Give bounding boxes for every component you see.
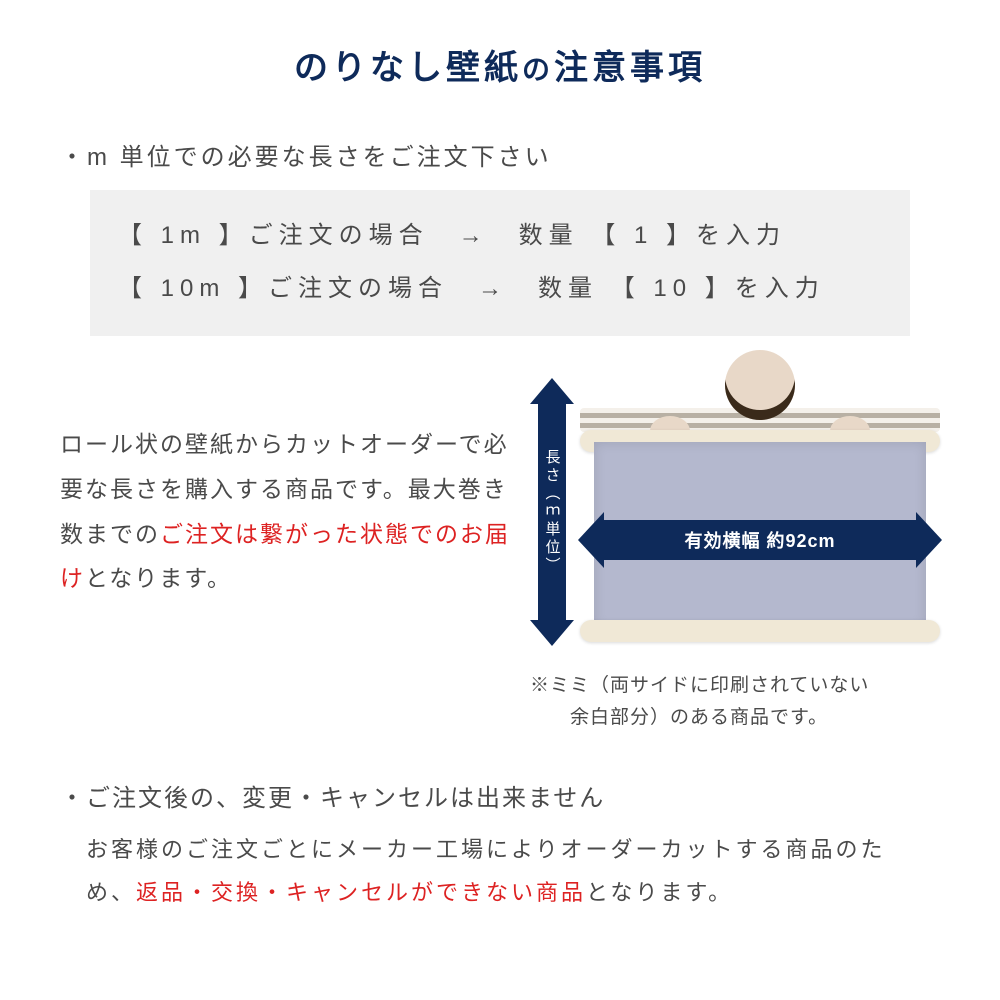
title-particle: の bbox=[522, 54, 554, 85]
example-row-10m: 【 10m 】ご注文の場合 → 数量 【 10 】を入力 bbox=[118, 263, 882, 316]
bullet-no-cancel: ・ご注文後の、変更・キャンセルは出来ません bbox=[60, 778, 940, 813]
mimi-note: ※ミミ（両サイドに印刷されていない 余白部分）のある商品です。 bbox=[530, 670, 940, 735]
title-tail: 注意事項 bbox=[554, 49, 706, 87]
mimi-note-line1: ※ミミ（両サイドに印刷されていない bbox=[530, 675, 869, 696]
description-row: ロール状の壁紙からカットオーダーで必要な長さを購入する商品です。最大巻き数までの… bbox=[60, 372, 940, 652]
wallpaper-diagram: 長さ︵ｍ単位︶ 有効横幅 約92cm bbox=[530, 372, 940, 652]
title-main: のりなし壁紙 bbox=[294, 49, 522, 87]
policy-text-2: となります。 bbox=[586, 880, 733, 905]
roll-description: ロール状の壁紙からカットオーダーで必要な長さを購入する商品です。最大巻き数までの… bbox=[60, 422, 512, 601]
example-row-1m: 【 1m 】ご注文の場合 → 数量 【 1 】を入力 bbox=[118, 210, 882, 263]
length-arrow-label: 長さ︵ｍ単位︶ bbox=[542, 449, 563, 575]
length-arrow: 長さ︵ｍ単位︶ bbox=[530, 382, 574, 642]
policy-emphasis: 返品・交換・キャンセルができない商品 bbox=[136, 880, 586, 905]
width-arrow-label: 有効横幅 約92cm bbox=[684, 527, 835, 553]
width-arrow: 有効横幅 約92cm bbox=[600, 520, 920, 560]
wallpaper-roll-illustration: 有効横幅 約92cm bbox=[580, 372, 940, 652]
page-title: のりなし壁紙の注意事項 bbox=[60, 40, 940, 89]
cancel-policy: お客様のご注文ごとにメーカー工場によりオーダーカットする商品のため、返品・交換・… bbox=[60, 829, 940, 915]
mimi-note-line2: 余白部分）のある商品です。 bbox=[530, 707, 828, 728]
bullet-order-unit: ・m 単位での必要な長さをご注文下さい bbox=[60, 137, 940, 172]
desc-text-2: となります。 bbox=[85, 565, 232, 591]
example-box: 【 1m 】ご注文の場合 → 数量 【 1 】を入力 【 10m 】ご注文の場合… bbox=[90, 190, 910, 336]
